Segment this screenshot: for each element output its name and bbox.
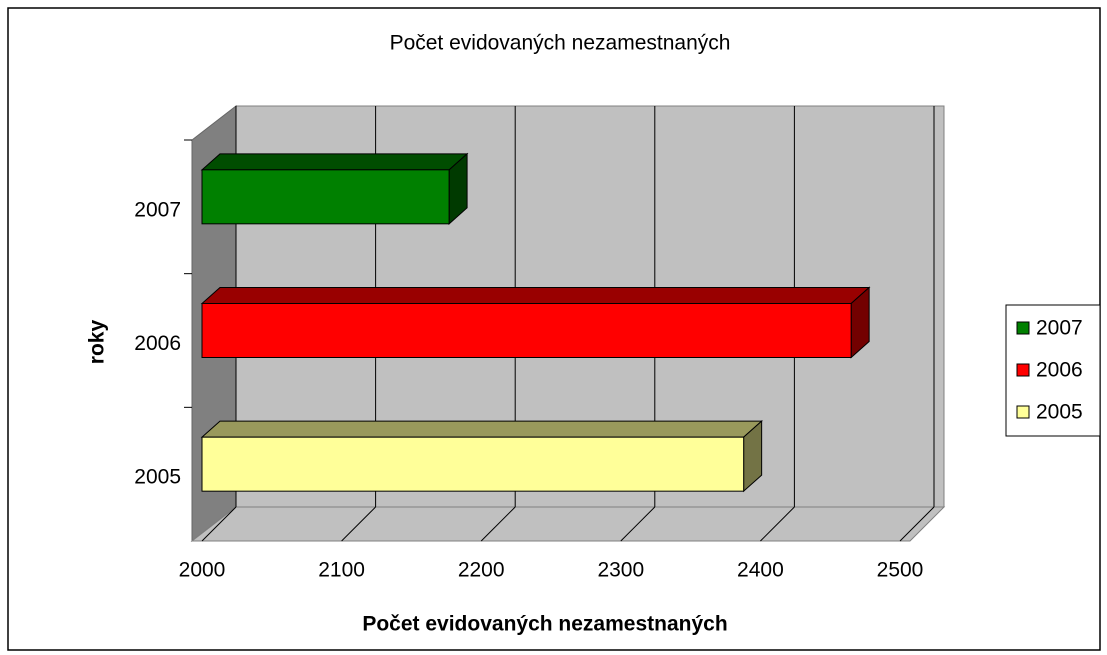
y-tick-label: 2005 xyxy=(134,466,181,489)
floor xyxy=(190,506,946,542)
legend-swatch xyxy=(1016,321,1030,335)
chart-title: Počet evidovaných nezamestnaných xyxy=(390,32,731,55)
legend-swatch xyxy=(1016,363,1030,377)
bar-top xyxy=(200,153,469,171)
floor-grid-line xyxy=(899,506,935,542)
legend-label: 2005 xyxy=(1036,401,1083,424)
floor-grid-line xyxy=(201,506,237,542)
legend-swatch xyxy=(1016,405,1030,419)
floor-grid-line xyxy=(341,506,376,542)
floor-grid-line xyxy=(620,506,656,542)
x-tick-label: 2100 xyxy=(318,559,365,582)
y-tick-label: 2007 xyxy=(134,198,181,221)
x-tick-label: 2000 xyxy=(179,559,226,582)
bar-top xyxy=(200,420,763,438)
bar-front xyxy=(201,303,852,358)
floor-grid-line xyxy=(760,506,795,542)
legend-label: 2007 xyxy=(1036,317,1083,340)
bar xyxy=(200,286,871,359)
bar xyxy=(200,152,469,225)
bar-front xyxy=(201,436,745,492)
x-tick-label: 2400 xyxy=(737,559,784,582)
y-tick-label: 2006 xyxy=(134,332,181,355)
y-axis-title: roky xyxy=(86,320,109,365)
bar-top xyxy=(200,287,871,304)
bar-front xyxy=(201,169,450,225)
bar xyxy=(200,420,763,493)
x-tick-label: 2300 xyxy=(597,559,644,582)
floor-grid-line xyxy=(480,506,516,542)
x-axis-title: Počet evidovaných nezamestnaných xyxy=(362,613,727,636)
legend-label: 2006 xyxy=(1036,359,1083,382)
x-tick-label: 2200 xyxy=(458,559,505,582)
x-tick-label: 2500 xyxy=(877,559,924,582)
